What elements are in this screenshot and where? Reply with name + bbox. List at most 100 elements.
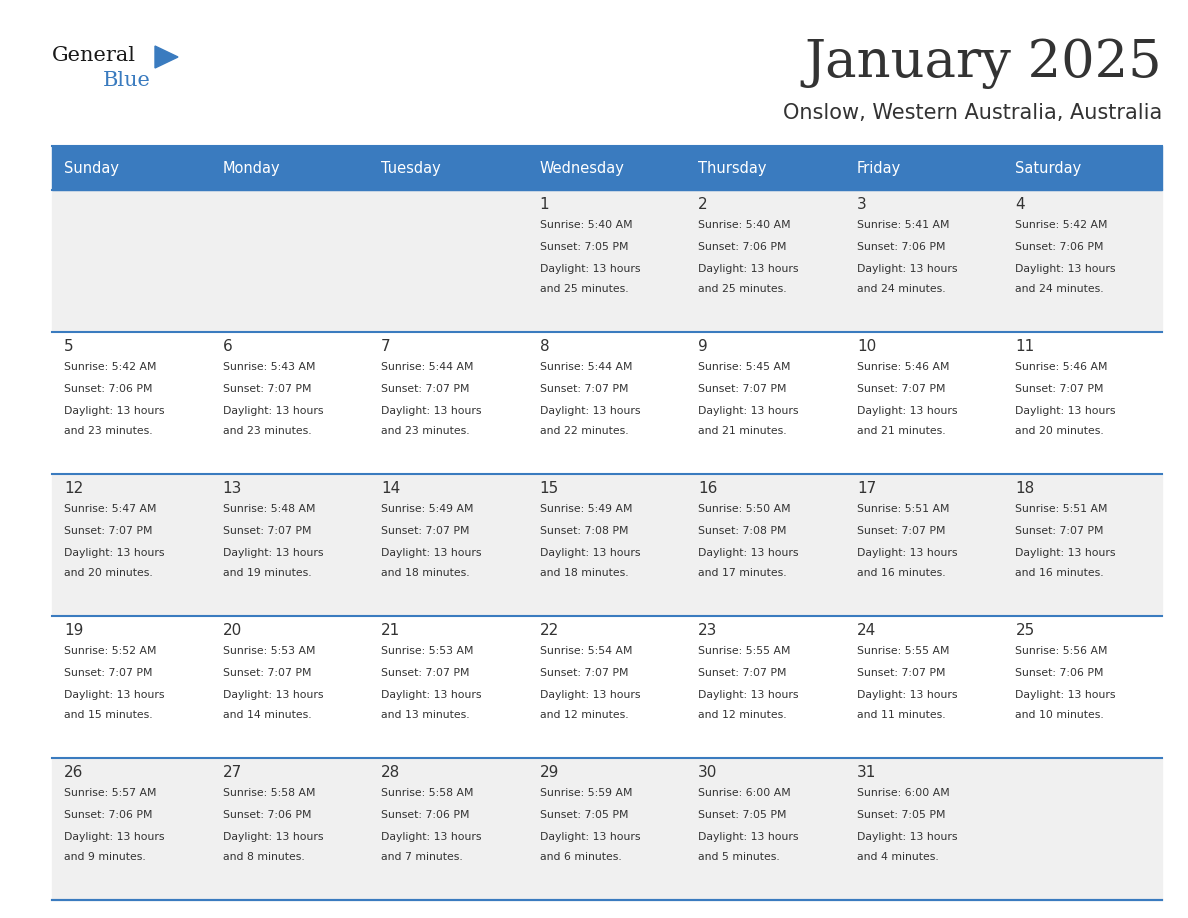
Text: 6: 6 — [222, 339, 233, 354]
Text: Sunset: 7:06 PM: Sunset: 7:06 PM — [1016, 242, 1104, 252]
Text: Wednesday: Wednesday — [539, 161, 625, 175]
Text: 17: 17 — [857, 481, 876, 496]
Bar — [52, 616, 1162, 758]
Text: Daylight: 13 hours: Daylight: 13 hours — [539, 548, 640, 558]
Text: and 10 minutes.: and 10 minutes. — [1016, 710, 1104, 720]
Text: Saturday: Saturday — [1016, 161, 1082, 175]
Text: Thursday: Thursday — [699, 161, 766, 175]
Text: 12: 12 — [64, 481, 83, 496]
Text: Daylight: 13 hours: Daylight: 13 hours — [381, 690, 481, 700]
Text: and 25 minutes.: and 25 minutes. — [539, 284, 628, 294]
Text: General: General — [52, 46, 135, 65]
Text: Sunset: 7:07 PM: Sunset: 7:07 PM — [381, 384, 469, 394]
Text: and 15 minutes.: and 15 minutes. — [64, 710, 152, 720]
Bar — [52, 146, 1162, 190]
Text: Daylight: 13 hours: Daylight: 13 hours — [857, 406, 958, 416]
Text: Sunset: 7:07 PM: Sunset: 7:07 PM — [699, 668, 786, 678]
Text: January 2025: January 2025 — [804, 38, 1162, 89]
Text: Sunrise: 5:55 AM: Sunrise: 5:55 AM — [857, 646, 949, 656]
Text: Daylight: 13 hours: Daylight: 13 hours — [1016, 690, 1116, 700]
Bar — [52, 190, 1162, 332]
Text: Sunset: 7:05 PM: Sunset: 7:05 PM — [857, 810, 946, 820]
Text: Sunrise: 5:58 AM: Sunrise: 5:58 AM — [381, 788, 474, 798]
Text: 18: 18 — [1016, 481, 1035, 496]
Text: 2: 2 — [699, 197, 708, 212]
Text: Sunset: 7:07 PM: Sunset: 7:07 PM — [857, 668, 946, 678]
Text: 10: 10 — [857, 339, 876, 354]
Text: and 18 minutes.: and 18 minutes. — [539, 568, 628, 578]
Text: Sunrise: 5:53 AM: Sunrise: 5:53 AM — [222, 646, 315, 656]
Text: and 21 minutes.: and 21 minutes. — [699, 426, 786, 436]
Text: Sunrise: 5:43 AM: Sunrise: 5:43 AM — [222, 362, 315, 372]
Text: Daylight: 13 hours: Daylight: 13 hours — [539, 406, 640, 416]
Text: and 23 minutes.: and 23 minutes. — [381, 426, 469, 436]
Text: Sunset: 7:06 PM: Sunset: 7:06 PM — [699, 242, 786, 252]
Text: and 11 minutes.: and 11 minutes. — [857, 710, 946, 720]
Text: Daylight: 13 hours: Daylight: 13 hours — [699, 690, 798, 700]
Text: Sunset: 7:07 PM: Sunset: 7:07 PM — [64, 526, 152, 536]
Text: and 7 minutes.: and 7 minutes. — [381, 852, 463, 862]
Text: Monday: Monday — [222, 161, 280, 175]
Text: 5: 5 — [64, 339, 74, 354]
Text: 16: 16 — [699, 481, 718, 496]
Text: and 22 minutes.: and 22 minutes. — [539, 426, 628, 436]
Text: Sunset: 7:05 PM: Sunset: 7:05 PM — [699, 810, 786, 820]
Text: Daylight: 13 hours: Daylight: 13 hours — [222, 406, 323, 416]
Text: and 9 minutes.: and 9 minutes. — [64, 852, 146, 862]
Text: and 24 minutes.: and 24 minutes. — [1016, 284, 1104, 294]
Text: Daylight: 13 hours: Daylight: 13 hours — [64, 832, 164, 842]
Text: and 21 minutes.: and 21 minutes. — [857, 426, 946, 436]
Text: Sunrise: 5:47 AM: Sunrise: 5:47 AM — [64, 504, 157, 514]
Text: 26: 26 — [64, 765, 83, 780]
Text: Daylight: 13 hours: Daylight: 13 hours — [222, 548, 323, 558]
Text: Sunrise: 6:00 AM: Sunrise: 6:00 AM — [857, 788, 949, 798]
Text: Sunset: 7:08 PM: Sunset: 7:08 PM — [539, 526, 628, 536]
Text: Sunrise: 5:52 AM: Sunrise: 5:52 AM — [64, 646, 157, 656]
Text: Sunrise: 5:57 AM: Sunrise: 5:57 AM — [64, 788, 157, 798]
Text: and 23 minutes.: and 23 minutes. — [222, 426, 311, 436]
Text: 22: 22 — [539, 623, 560, 638]
Text: Sunrise: 5:40 AM: Sunrise: 5:40 AM — [539, 220, 632, 230]
Text: Onslow, Western Australia, Australia: Onslow, Western Australia, Australia — [783, 103, 1162, 123]
Text: Sunset: 7:07 PM: Sunset: 7:07 PM — [222, 668, 311, 678]
Text: and 12 minutes.: and 12 minutes. — [539, 710, 628, 720]
Text: Daylight: 13 hours: Daylight: 13 hours — [857, 832, 958, 842]
Text: 8: 8 — [539, 339, 549, 354]
Text: Daylight: 13 hours: Daylight: 13 hours — [1016, 406, 1116, 416]
Text: Sunset: 7:07 PM: Sunset: 7:07 PM — [1016, 384, 1104, 394]
Text: and 6 minutes.: and 6 minutes. — [539, 852, 621, 862]
Bar — [52, 332, 1162, 474]
Text: Daylight: 13 hours: Daylight: 13 hours — [381, 406, 481, 416]
Text: and 23 minutes.: and 23 minutes. — [64, 426, 152, 436]
Text: 1: 1 — [539, 197, 549, 212]
Text: Daylight: 13 hours: Daylight: 13 hours — [539, 264, 640, 274]
Text: 4: 4 — [1016, 197, 1025, 212]
Text: 28: 28 — [381, 765, 400, 780]
Text: Sunrise: 5:42 AM: Sunrise: 5:42 AM — [64, 362, 157, 372]
Text: Sunrise: 5:54 AM: Sunrise: 5:54 AM — [539, 646, 632, 656]
Text: and 16 minutes.: and 16 minutes. — [1016, 568, 1104, 578]
Text: and 19 minutes.: and 19 minutes. — [222, 568, 311, 578]
Text: Sunset: 7:07 PM: Sunset: 7:07 PM — [222, 384, 311, 394]
Text: Sunrise: 5:42 AM: Sunrise: 5:42 AM — [1016, 220, 1108, 230]
Text: Sunrise: 5:44 AM: Sunrise: 5:44 AM — [539, 362, 632, 372]
Text: Daylight: 13 hours: Daylight: 13 hours — [64, 406, 164, 416]
Text: Daylight: 13 hours: Daylight: 13 hours — [1016, 264, 1116, 274]
Text: Sunday: Sunday — [64, 161, 119, 175]
Text: Sunset: 7:07 PM: Sunset: 7:07 PM — [539, 384, 628, 394]
Text: 19: 19 — [64, 623, 83, 638]
Text: and 17 minutes.: and 17 minutes. — [699, 568, 786, 578]
Text: and 20 minutes.: and 20 minutes. — [1016, 426, 1104, 436]
Text: Sunrise: 6:00 AM: Sunrise: 6:00 AM — [699, 788, 791, 798]
Text: Sunrise: 5:50 AM: Sunrise: 5:50 AM — [699, 504, 791, 514]
Text: Sunrise: 5:45 AM: Sunrise: 5:45 AM — [699, 362, 791, 372]
Text: Daylight: 13 hours: Daylight: 13 hours — [699, 548, 798, 558]
Text: Sunset: 7:07 PM: Sunset: 7:07 PM — [381, 526, 469, 536]
Text: Sunrise: 5:53 AM: Sunrise: 5:53 AM — [381, 646, 474, 656]
Text: 31: 31 — [857, 765, 877, 780]
Text: 13: 13 — [222, 481, 242, 496]
Text: Sunset: 7:07 PM: Sunset: 7:07 PM — [222, 526, 311, 536]
Text: Daylight: 13 hours: Daylight: 13 hours — [1016, 548, 1116, 558]
Text: Sunrise: 5:48 AM: Sunrise: 5:48 AM — [222, 504, 315, 514]
Text: Blue: Blue — [103, 71, 151, 90]
